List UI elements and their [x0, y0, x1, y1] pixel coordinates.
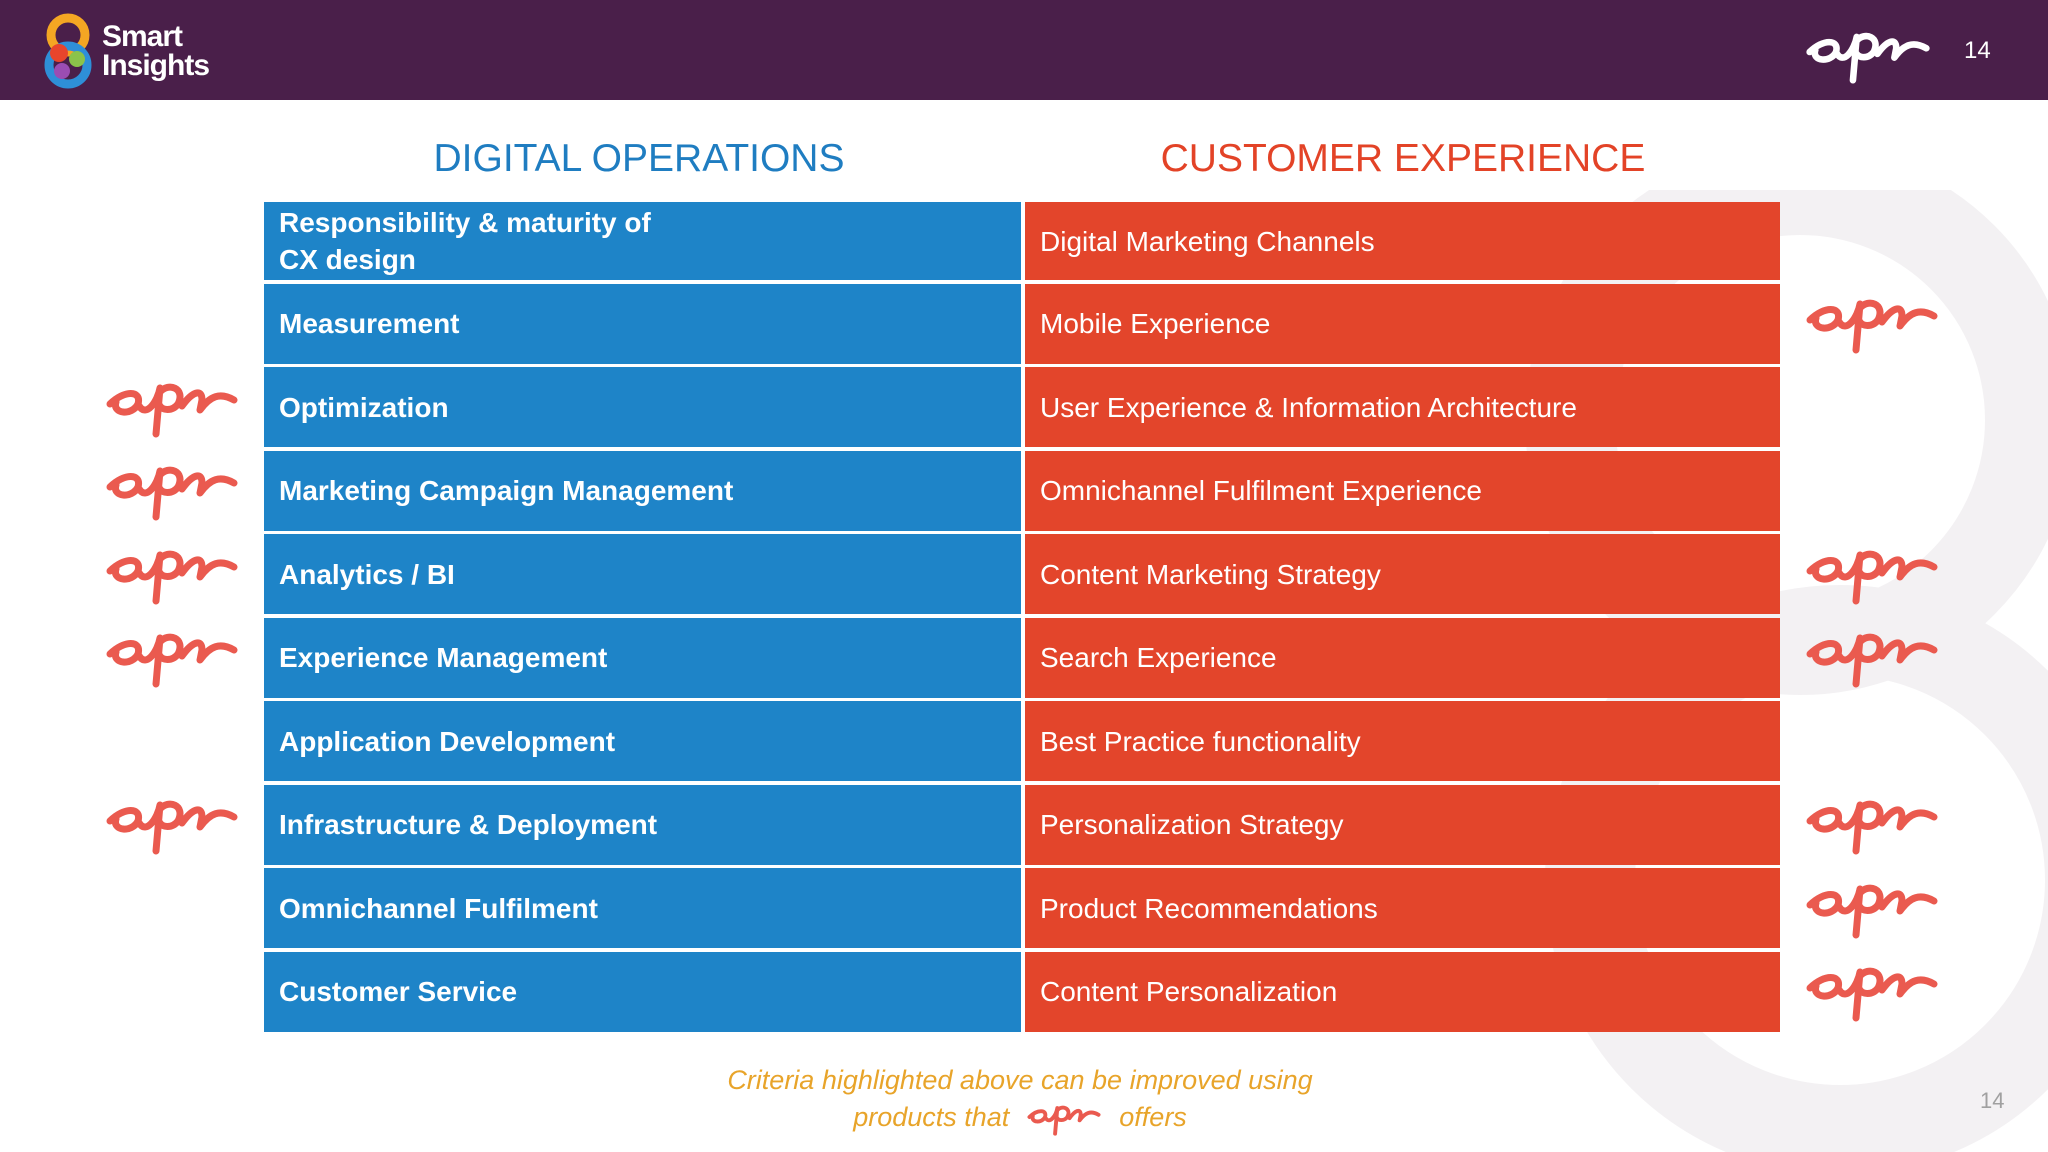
digital-operations-label: Responsibility & maturity of CX design	[279, 207, 651, 275]
digital-operations-label: Omnichannel Fulfilment	[279, 892, 598, 924]
digital-operations-cell: Responsibility & maturity of CX design	[264, 202, 1021, 280]
digital-operations-cell: Customer Service	[264, 951, 1021, 1032]
customer-experience-label: Best Practice functionality	[1040, 725, 1361, 757]
table-row: Marketing Campaign Management Omnichannel…	[264, 450, 1780, 531]
episerver-right-icon	[1806, 550, 1938, 604]
page-number-top: 14	[1964, 37, 1991, 64]
table-row: Measurement Mobile Experience	[264, 283, 1780, 364]
episerver-left-icon	[106, 633, 238, 688]
digital-operations-cell: Marketing Campaign Management	[264, 450, 1021, 531]
digital-operations-label: Customer Service	[279, 976, 518, 1007]
customer-experience-label: Content Personalization	[1040, 976, 1338, 1007]
episerver-left-icon	[106, 466, 238, 521]
table-row: Application Development Best Practice fun…	[264, 701, 1780, 781]
episerver-left-icon	[106, 383, 238, 437]
customer-experience-cell: Content Personalization	[1025, 951, 1780, 1032]
customer-experience-cell: Digital Marketing Channels	[1025, 202, 1780, 280]
episerver-right-icon	[1806, 967, 1938, 1022]
digital-operations-cell: Infrastructure & Deployment	[264, 784, 1021, 865]
table-row: Experience Management Search Experience	[264, 617, 1780, 698]
digital-operations-cell: Omnichannel Fulfilment	[264, 868, 1021, 948]
episerver-right-icon	[1806, 800, 1938, 855]
footnote-line2-before: products that	[853, 1101, 1010, 1132]
logo-text-line2: Insights	[102, 49, 210, 82]
customer-experience-label: Personalization Strategy	[1040, 809, 1344, 840]
digital-operations-label: Analytics / BI	[279, 558, 455, 590]
customer-experience-label: Product Recommendations	[1040, 892, 1378, 924]
digital-operations-cell: Measurement	[264, 283, 1021, 364]
footnote-line1: Criteria highlighted above can be improv…	[727, 1065, 1313, 1095]
customer-experience-label: Search Experience	[1040, 642, 1277, 673]
customer-experience-cell: Personalization Strategy	[1025, 784, 1780, 865]
table-row: Omnichannel Fulfilment Product Recommenda…	[264, 868, 1780, 948]
digital-operations-cell: Analytics / BI	[264, 534, 1021, 614]
smart-insights-logo-icon	[44, 13, 92, 89]
logo-text-line1: Smart	[102, 20, 183, 53]
table-row: Optimization User Experience & Informatio…	[264, 367, 1780, 447]
digital-operations-heading: DIGITAL OPERATIONS	[433, 137, 845, 180]
table-row: Infrastructure & Deployment Personalizati…	[264, 784, 1780, 865]
footnote: Criteria highlighted above can be improv…	[630, 1063, 1410, 1136]
episerver-inline-icon	[1027, 1105, 1101, 1136]
episerver-left-icon	[106, 800, 238, 855]
digital-operations-label: Optimization	[279, 391, 449, 423]
table-row: Customer Service Content Personalization	[264, 951, 1780, 1032]
customer-experience-label: User Experience & Information Architectu…	[1040, 391, 1577, 423]
digital-operations-label: Experience Management	[279, 642, 608, 673]
digital-operations-cell: Application Development	[264, 701, 1021, 781]
episerver-logo-icon	[1806, 32, 1930, 84]
customer-experience-cell: Search Experience	[1025, 617, 1780, 698]
page-number-bottom: 14	[1980, 1088, 2005, 1113]
digital-operations-label: Application Development	[279, 725, 616, 757]
customer-experience-cell: User Experience & Information Architectu…	[1025, 367, 1780, 447]
customer-experience-cell: Best Practice functionality	[1025, 701, 1780, 781]
footnote-line2-after: offers	[1119, 1101, 1187, 1132]
episerver-right-icon	[1806, 299, 1938, 354]
episerver-right-icon	[1806, 633, 1938, 688]
episerver-right-icon	[1806, 884, 1938, 938]
customer-experience-label: Omnichannel Fulfilment Experience	[1040, 475, 1482, 506]
customer-experience-label: Mobile Experience	[1040, 308, 1271, 339]
digital-operations-label: Infrastructure & Deployment	[279, 809, 658, 840]
criteria-table: Responsibility & maturity of CX design Di…	[264, 202, 1780, 1035]
digital-operations-label: Marketing Campaign Management	[279, 475, 734, 506]
customer-experience-label: Digital Marketing Channels	[1040, 225, 1375, 257]
smart-insights-logo: Smart Insights	[40, 12, 210, 90]
digital-operations-label: Measurement	[279, 308, 460, 339]
digital-operations-cell: Experience Management	[264, 617, 1021, 698]
customer-experience-cell: Content Marketing Strategy	[1025, 534, 1780, 614]
customer-experience-cell: Omnichannel Fulfilment Experience	[1025, 450, 1780, 531]
customer-experience-cell: Mobile Experience	[1025, 283, 1780, 364]
table-row: Analytics / BI Content Marketing Strategy	[264, 534, 1780, 614]
customer-experience-cell: Product Recommendations	[1025, 868, 1780, 948]
table-row: Responsibility & maturity of CX design Di…	[264, 202, 1780, 280]
digital-operations-cell: Optimization	[264, 367, 1021, 447]
episerver-left-icon	[106, 550, 238, 604]
customer-experience-heading: CUSTOMER EXPERIENCE	[1160, 137, 1646, 180]
customer-experience-label: Content Marketing Strategy	[1040, 558, 1381, 590]
top-bar: Smart Insights 14	[0, 0, 2048, 100]
